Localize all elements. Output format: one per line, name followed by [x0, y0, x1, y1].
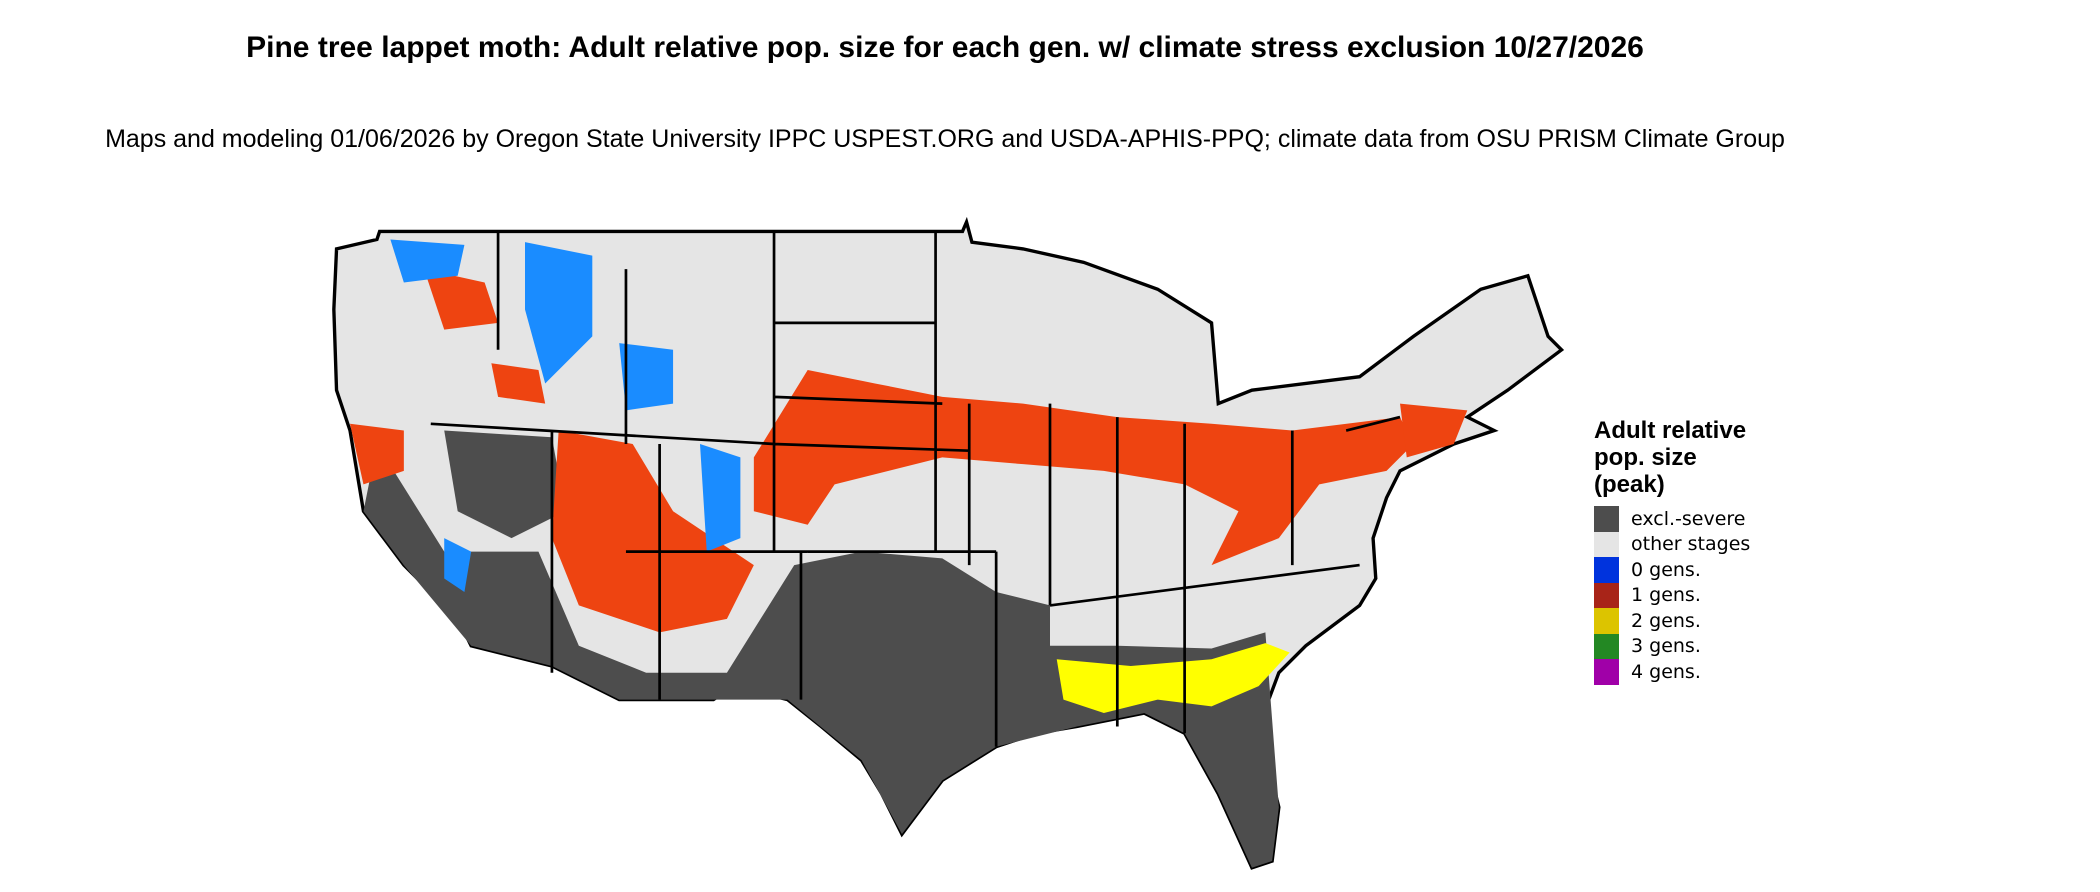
legend-label: other stages [1631, 533, 1751, 556]
legend-swatch [1594, 506, 1619, 532]
legend-label: 0 gens. [1631, 558, 1701, 581]
legend: Adult relative pop. size (peak) excl.-se… [1594, 417, 1754, 685]
legend-swatch [1594, 608, 1619, 634]
legend-item-2-gens: 2 gens. [1594, 608, 1754, 634]
excluded-region-great-basin [444, 430, 566, 539]
legend-item-3-gens: 3 gens. [1594, 633, 1754, 659]
zero-gen-northwest [390, 239, 741, 592]
excluded-region-south [363, 443, 1279, 868]
one-gen-southwest [551, 430, 754, 633]
one-gen-northwest [350, 269, 546, 485]
legend-swatch [1594, 633, 1619, 659]
legend-label: 2 gens. [1631, 609, 1701, 632]
legend-label: 4 gens. [1631, 660, 1701, 683]
legend-item-4-gens: 4 gens. [1594, 659, 1754, 685]
legend-swatch [1594, 582, 1619, 608]
map-title: Pine tree lappet moth: Adult relative po… [246, 31, 1644, 64]
two-gen-southeast [1056, 643, 1290, 714]
legend-item-1-gens: 1 gens. [1594, 582, 1754, 608]
legend-label: 3 gens. [1631, 635, 1701, 658]
one-gen-northeast [1400, 403, 1468, 458]
legend-item-other-stages: other stages [1594, 531, 1754, 557]
legend-title: Adult relative pop. size (peak) [1594, 417, 1747, 498]
legend-swatch [1594, 531, 1619, 557]
one-gen-central-band [753, 369, 1414, 566]
legend-label: excl.-severe [1631, 507, 1746, 530]
legend-swatch [1594, 557, 1619, 583]
legend-item-excluded: excl.-severe [1594, 506, 1754, 532]
map-subtitle: Maps and modeling 01/06/2026 by Oregon S… [105, 125, 1785, 153]
legend-item-0-gens: 0 gens. [1594, 557, 1754, 583]
legend-swatch [1594, 659, 1619, 685]
state-borders [430, 231, 1401, 747]
legend-label: 1 gens. [1631, 584, 1701, 607]
